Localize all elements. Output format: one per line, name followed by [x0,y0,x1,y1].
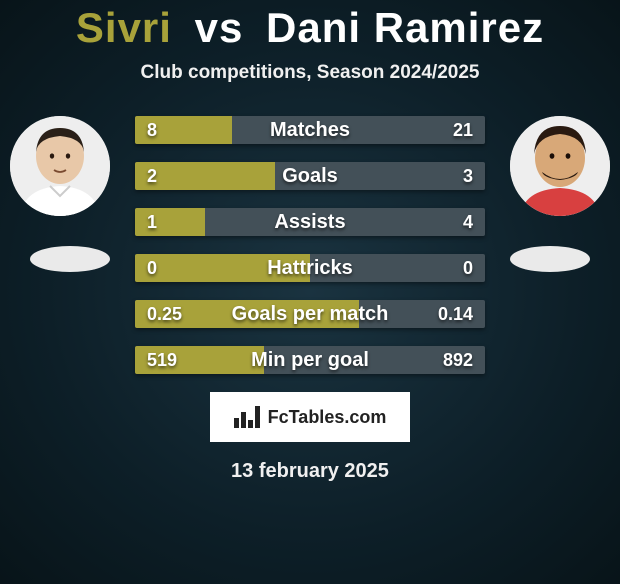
stat-row: Min per goal519 892 [135,346,485,374]
player2-avatar-svg [510,116,610,216]
stat-value-p2: 3 [463,162,473,190]
comparison-content: Matches8 21 Goals2 3 Assists1 4 Hattricks0 0 Goa… [0,116,620,374]
stat-label: Goals per match [135,300,485,328]
stat-row: Assists1 4 [135,208,485,236]
stat-value-p2: 21 [453,116,473,144]
stat-label: Goals [135,162,485,190]
stat-value-p2: 4 [463,208,473,236]
stat-label: Hattricks [135,254,485,282]
stat-row: Hattricks0 0 [135,254,485,282]
title-vs: vs [195,4,244,51]
comparison-title: Sivri vs Dani Ramirez [0,4,620,52]
bar-chart-icon [234,406,262,428]
stat-row: Matches8 21 [135,116,485,144]
stat-value-p2: 0 [463,254,473,282]
footer-date: 13 february 2025 [0,460,620,483]
stat-label: Min per goal [135,346,485,374]
stat-value-p2: 0.14 [438,300,473,328]
title-player1: Sivri [76,4,172,51]
player1-avatar [10,116,110,216]
stat-label: Assists [135,208,485,236]
stat-row: Goals2 3 [135,162,485,190]
stat-value-p1: 0.25 [147,300,182,328]
stat-value-p1: 1 [147,208,157,236]
stat-label: Matches [135,116,485,144]
comparison-bars: Matches8 21 Goals2 3 Assists1 4 Hattricks0 0 Goa… [135,116,485,374]
stat-value-p1: 8 [147,116,157,144]
footer-brand: FcTables.com [268,407,387,428]
stat-value-p1: 2 [147,162,157,190]
footer-logo: FcTables.com [210,392,410,442]
stat-value-p2: 892 [443,346,473,374]
player1-club-badge [30,246,110,272]
subtitle: Club competitions, Season 2024/2025 [0,62,620,84]
title-player2: Dani Ramirez [266,4,544,51]
player2-club-badge [510,246,590,272]
player1-avatar-svg [10,116,110,216]
stat-value-p1: 519 [147,346,177,374]
stat-value-p1: 0 [147,254,157,282]
player2-avatar [510,116,610,216]
stat-row: Goals per match0.25 0.14 [135,300,485,328]
